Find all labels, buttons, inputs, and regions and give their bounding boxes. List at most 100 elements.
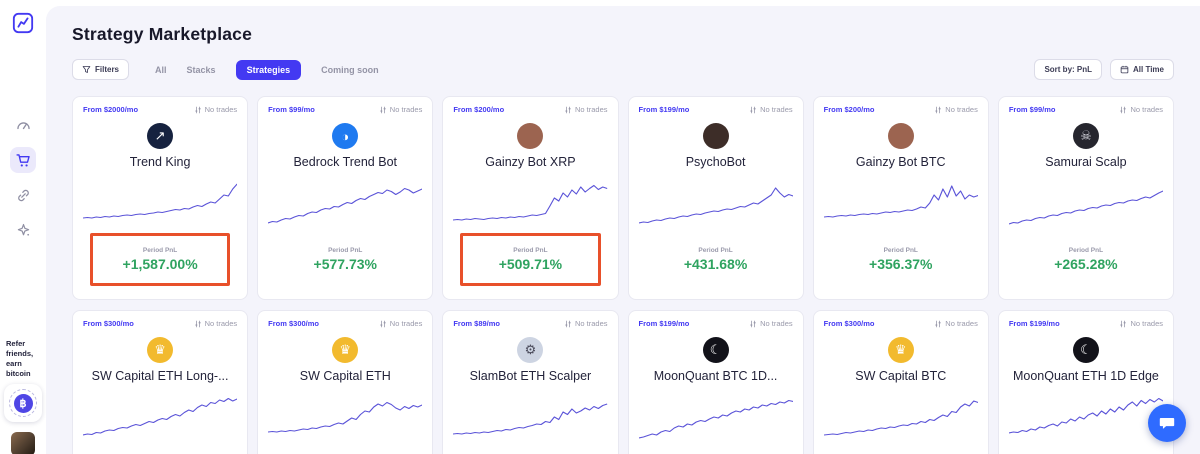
strategy-name: Gainzy Bot XRP bbox=[485, 155, 576, 169]
strategy-avatar: ⚙ bbox=[517, 337, 544, 363]
strategy-avatar: ☠ bbox=[1072, 123, 1099, 149]
refer-widget[interactable]: ฿ bbox=[4, 384, 42, 422]
trades-sliders-icon bbox=[195, 106, 201, 113]
period-pnl-label: Period PnL bbox=[883, 247, 918, 254]
card-header: From $300/mo No trades bbox=[824, 319, 978, 328]
card-trades-label: No trades bbox=[1130, 319, 1163, 328]
strategy-card[interactable]: From $300/mo No trades ♛ SW Capital ETH bbox=[257, 310, 434, 454]
card-trades: No trades bbox=[379, 105, 422, 114]
sidebar-item-strategies[interactable] bbox=[10, 217, 36, 243]
period-pnl-label: Period PnL bbox=[1068, 247, 1104, 254]
strategy-avatar: ↗ bbox=[147, 123, 174, 149]
card-trades: No trades bbox=[564, 319, 608, 328]
card-trades-label: No trades bbox=[760, 319, 793, 328]
strategy-name: SW Capital ETH Long-... bbox=[91, 369, 229, 383]
strategy-name: MoonQuant ETH 1D Edge bbox=[1012, 369, 1159, 383]
strategy-card[interactable]: From $99/mo No trades ☠ Samurai Scalp Pe… bbox=[997, 96, 1174, 300]
sidebar-nav bbox=[10, 112, 36, 243]
card-header: From $300/mo No trades bbox=[268, 319, 422, 328]
trades-sliders-icon bbox=[380, 106, 386, 113]
refer-text: Refer friends, earn bitcoin bbox=[6, 338, 34, 378]
funnel-icon bbox=[82, 66, 91, 73]
card-price: From $300/mo bbox=[83, 319, 134, 328]
trades-sliders-icon bbox=[935, 320, 941, 327]
sort-label: Sort by: PnL bbox=[1044, 65, 1093, 74]
card-price: From $199/mo bbox=[638, 319, 690, 328]
strategy-grid: From $2000/mo No trades ↗ Trend King Per… bbox=[72, 96, 1174, 454]
strategy-card[interactable]: From $89/mo No trades ⚙ SlamBot ETH Scal… bbox=[442, 310, 619, 454]
card-trades: No trades bbox=[1119, 319, 1163, 328]
strategy-card[interactable]: From $300/mo No trades ♛ SW Capital BTC bbox=[812, 310, 989, 454]
period-pnl-value: +431.68% bbox=[683, 256, 748, 272]
card-price: From $89/mo bbox=[453, 319, 501, 328]
filters-button[interactable]: Filters bbox=[72, 59, 130, 80]
card-trades: No trades bbox=[934, 105, 978, 114]
sidebar-bottom: Refer friends, earn bitcoin ฿ bbox=[4, 339, 42, 454]
card-trades-label: No trades bbox=[389, 319, 423, 328]
strategy-avatar: ◑ bbox=[332, 123, 359, 149]
bitcoin-ring: ฿ bbox=[9, 389, 37, 417]
card-trades: No trades bbox=[749, 319, 793, 328]
filters-label: Filters bbox=[95, 65, 120, 74]
strategy-card[interactable]: From $99/mo No trades ◑ Bedrock Trend Bo… bbox=[257, 96, 434, 300]
trades-sliders-icon bbox=[750, 320, 756, 327]
sparkle-icon bbox=[17, 223, 29, 236]
card-header: From $200/mo No trades bbox=[453, 105, 607, 114]
link-icon bbox=[17, 189, 29, 201]
card-header: From $199/mo No trades bbox=[639, 105, 793, 114]
trades-sliders-icon bbox=[750, 106, 756, 113]
card-price: From $300/mo bbox=[823, 319, 875, 328]
strategy-card[interactable]: From $199/mo No trades PsychoBot Period … bbox=[627, 96, 804, 300]
chat-launcher-button[interactable] bbox=[1148, 404, 1186, 442]
strategy-name: Trend King bbox=[129, 155, 191, 169]
tab-coming-soon[interactable]: Coming soon bbox=[321, 64, 379, 75]
card-trades-label: No trades bbox=[574, 105, 608, 114]
performance-sparkline bbox=[1008, 397, 1163, 434]
strategy-name: Bedrock Trend Bot bbox=[293, 155, 397, 169]
tab-stacks[interactable]: Stacks bbox=[186, 64, 216, 75]
period-pnl: Period PnL +577.73% bbox=[268, 239, 422, 282]
period-pnl-value: +509.71% bbox=[498, 256, 563, 272]
sidebar-item-connections[interactable] bbox=[10, 182, 36, 208]
bitcoin-icon: ฿ bbox=[13, 393, 33, 413]
tab-all[interactable]: All bbox=[155, 64, 167, 75]
calendar-icon bbox=[1120, 65, 1129, 74]
sidebar: Refer friends, earn bitcoin ฿ bbox=[0, 0, 46, 454]
strategy-card[interactable]: From $199/mo No trades ☾ MoonQuant ETH 1… bbox=[997, 310, 1174, 454]
strategy-card[interactable]: From $2000/mo No trades ↗ Trend King Per… bbox=[72, 96, 249, 300]
card-price: From $2000/mo bbox=[83, 105, 139, 114]
card-trades-label: No trades bbox=[945, 319, 978, 328]
card-price: From $99/mo bbox=[268, 105, 315, 114]
sidebar-item-marketplace[interactable] bbox=[10, 147, 36, 173]
sort-button[interactable]: Sort by: PnL bbox=[1034, 59, 1103, 80]
cart-icon bbox=[15, 153, 30, 167]
strategy-name: Samurai Scalp bbox=[1045, 155, 1127, 169]
page-title: Strategy Marketplace bbox=[72, 24, 253, 44]
card-header: From $300/mo No trades bbox=[83, 319, 237, 328]
card-price: From $99/mo bbox=[1008, 105, 1056, 114]
strategy-card[interactable]: From $200/mo No trades Gainzy Bot XRP Pe… bbox=[442, 96, 619, 300]
period-pnl: Period PnL +265.28% bbox=[1009, 239, 1163, 282]
card-trades: No trades bbox=[194, 105, 237, 114]
toolbar: Filters All Stacks Strategies Coming soo… bbox=[72, 59, 1174, 80]
trades-sliders-icon bbox=[380, 320, 386, 327]
user-avatar[interactable] bbox=[11, 432, 35, 454]
card-trades: No trades bbox=[194, 319, 237, 328]
performance-sparkline bbox=[823, 400, 978, 436]
card-header: From $2000/mo No trades bbox=[83, 105, 237, 114]
strategy-card[interactable]: From $199/mo No trades ☾ MoonQuant BTC 1… bbox=[627, 310, 804, 454]
card-header: From $99/mo No trades bbox=[1009, 105, 1163, 114]
strategy-name: SW Capital ETH bbox=[299, 369, 391, 383]
tab-strategies[interactable]: Strategies bbox=[235, 59, 302, 80]
sidebar-item-dashboard[interactable] bbox=[10, 112, 36, 138]
gauge-icon bbox=[16, 121, 30, 129]
period-pnl: Period PnL +356.37% bbox=[824, 239, 978, 282]
card-header: From $89/mo No trades bbox=[453, 319, 607, 328]
card-header: From $99/mo No trades bbox=[268, 105, 422, 114]
time-range-button[interactable]: All Time bbox=[1110, 59, 1174, 80]
strategy-card[interactable]: From $200/mo No trades Gainzy Bot BTC Pe… bbox=[812, 96, 989, 300]
strategy-card[interactable]: From $300/mo No trades ♛ SW Capital ETH … bbox=[72, 310, 249, 454]
app-logo-icon[interactable] bbox=[12, 12, 34, 34]
period-pnl-label: Period PnL bbox=[698, 247, 733, 254]
period-pnl-label: Period PnL bbox=[142, 247, 178, 254]
